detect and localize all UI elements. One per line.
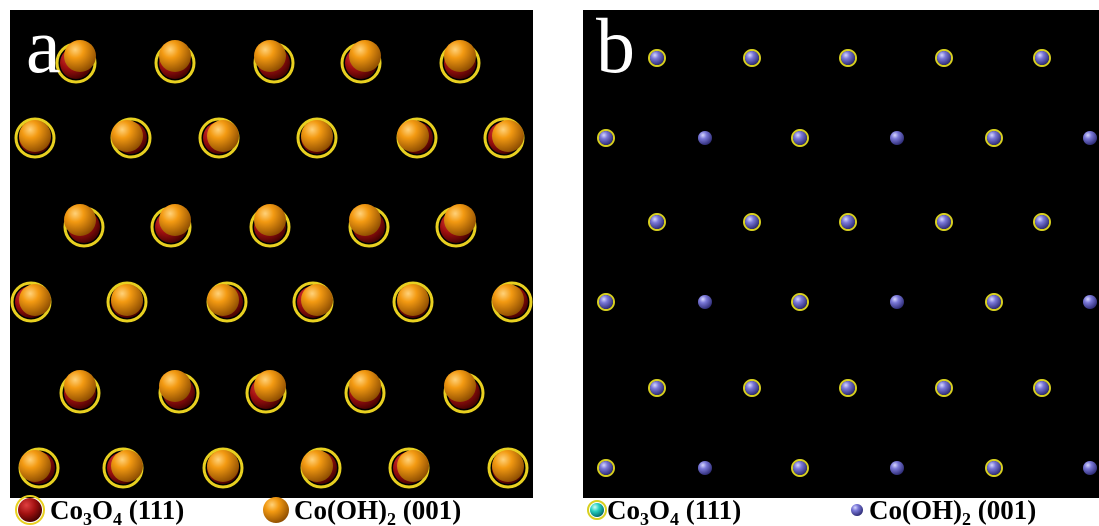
legend-text-part: (111)	[679, 495, 741, 525]
legend-swatch	[851, 504, 863, 516]
legend-text-part: (111)	[122, 495, 184, 525]
panel-label: b	[596, 2, 635, 89]
legend-subscript: 2	[962, 509, 971, 526]
cooh2-atom	[1035, 51, 1049, 65]
legend-text-part: O	[92, 495, 113, 525]
cooh2-atom	[254, 370, 286, 402]
cooh2-atom	[159, 40, 191, 72]
legend-text-part: Co(OH)	[869, 495, 962, 525]
cooh2-atom	[599, 295, 613, 309]
cooh2-atom	[254, 40, 286, 72]
legend-text-part: Co	[607, 495, 640, 525]
cooh2-atom	[301, 284, 333, 316]
legend-swatch	[18, 498, 42, 522]
cooh2-atom	[492, 450, 524, 482]
cooh2-atom	[937, 51, 951, 65]
cooh2-atom	[19, 284, 51, 316]
legend-subscript: 4	[670, 509, 679, 526]
legend-subscript: 3	[640, 509, 649, 526]
legend: Co3O4 (111)Co(OH)2 (001)Co3O4 (111)Co(OH…	[16, 495, 1036, 526]
cooh2-atom	[793, 131, 807, 145]
cooh2-atom	[64, 370, 96, 402]
cooh2-atom	[745, 215, 759, 229]
cooh2-atom	[111, 284, 143, 316]
cooh2-atom	[111, 120, 143, 152]
cooh2-atom	[841, 51, 855, 65]
cooh2-atom	[1083, 295, 1097, 309]
cooh2-atom	[301, 120, 333, 152]
cooh2-atom	[207, 284, 239, 316]
cooh2-atom	[444, 40, 476, 72]
cooh2-atom	[841, 381, 855, 395]
cooh2-atom	[793, 461, 807, 475]
legend-text-part: Co(OH)	[294, 495, 387, 525]
legend-swatch	[263, 497, 289, 523]
panel-label: a	[26, 2, 61, 89]
cooh2-atom	[745, 381, 759, 395]
cooh2-atom	[650, 51, 664, 65]
cooh2-atom	[64, 204, 96, 236]
cooh2-atom	[890, 131, 904, 145]
cooh2-atom	[599, 131, 613, 145]
cooh2-atom	[698, 461, 712, 475]
cooh2-atom	[207, 120, 239, 152]
cooh2-atom	[64, 40, 96, 72]
cooh2-atom	[650, 215, 664, 229]
legend-label: Co(OH)2 (001)	[869, 495, 1036, 526]
cooh2-atom	[111, 450, 143, 482]
cooh2-atom	[698, 131, 712, 145]
legend-label: Co3O4 (111)	[50, 495, 184, 526]
cooh2-atom	[19, 120, 51, 152]
cooh2-atom	[349, 40, 381, 72]
cooh2-atom	[987, 461, 1001, 475]
cooh2-atom	[698, 295, 712, 309]
cooh2-atom	[349, 370, 381, 402]
cooh2-atom	[793, 295, 807, 309]
page: a b Co3O4 (111)Co(OH)2 (001)Co3O4 (111)C…	[0, 0, 1099, 526]
cooh2-atom	[301, 450, 333, 482]
cooh2-atom	[1083, 131, 1097, 145]
cooh2-atom	[1083, 461, 1097, 475]
legend-text-part: Co	[50, 495, 83, 525]
cooh2-atom	[841, 215, 855, 229]
cooh2-atom	[937, 381, 951, 395]
cooh2-atom	[987, 295, 1001, 309]
cooh2-atom	[745, 51, 759, 65]
cooh2-atom	[492, 120, 524, 152]
panel-b-background	[583, 10, 1099, 498]
legend-label: Co(OH)2 (001)	[294, 495, 461, 526]
cooh2-atom	[159, 370, 191, 402]
cooh2-atom	[492, 284, 524, 316]
figure: a b Co3O4 (111)Co(OH)2 (001)Co3O4 (111)C…	[0, 0, 1099, 526]
cooh2-atom	[444, 370, 476, 402]
cooh2-atom	[349, 204, 381, 236]
cooh2-atom	[937, 215, 951, 229]
cooh2-atom	[159, 204, 191, 236]
cooh2-atom	[650, 381, 664, 395]
cooh2-atom	[397, 284, 429, 316]
cooh2-atom	[1035, 381, 1049, 395]
cooh2-atom	[599, 461, 613, 475]
cooh2-atom	[397, 120, 429, 152]
cooh2-atom	[890, 461, 904, 475]
legend-subscript: 4	[113, 509, 122, 526]
legend-swatch	[590, 503, 604, 517]
legend-text-part: (001)	[971, 495, 1036, 525]
cooh2-atom	[19, 450, 51, 482]
cooh2-atom	[890, 295, 904, 309]
cooh2-atom	[397, 450, 429, 482]
legend-label: Co3O4 (111)	[607, 495, 741, 526]
cooh2-atom	[987, 131, 1001, 145]
cooh2-atom	[207, 450, 239, 482]
legend-text-part: (001)	[396, 495, 461, 525]
cooh2-atom	[444, 204, 476, 236]
cooh2-atom	[1035, 215, 1049, 229]
legend-subscript: 3	[83, 509, 92, 526]
cooh2-atom	[254, 204, 286, 236]
legend-subscript: 2	[387, 509, 396, 526]
legend-text-part: O	[649, 495, 670, 525]
